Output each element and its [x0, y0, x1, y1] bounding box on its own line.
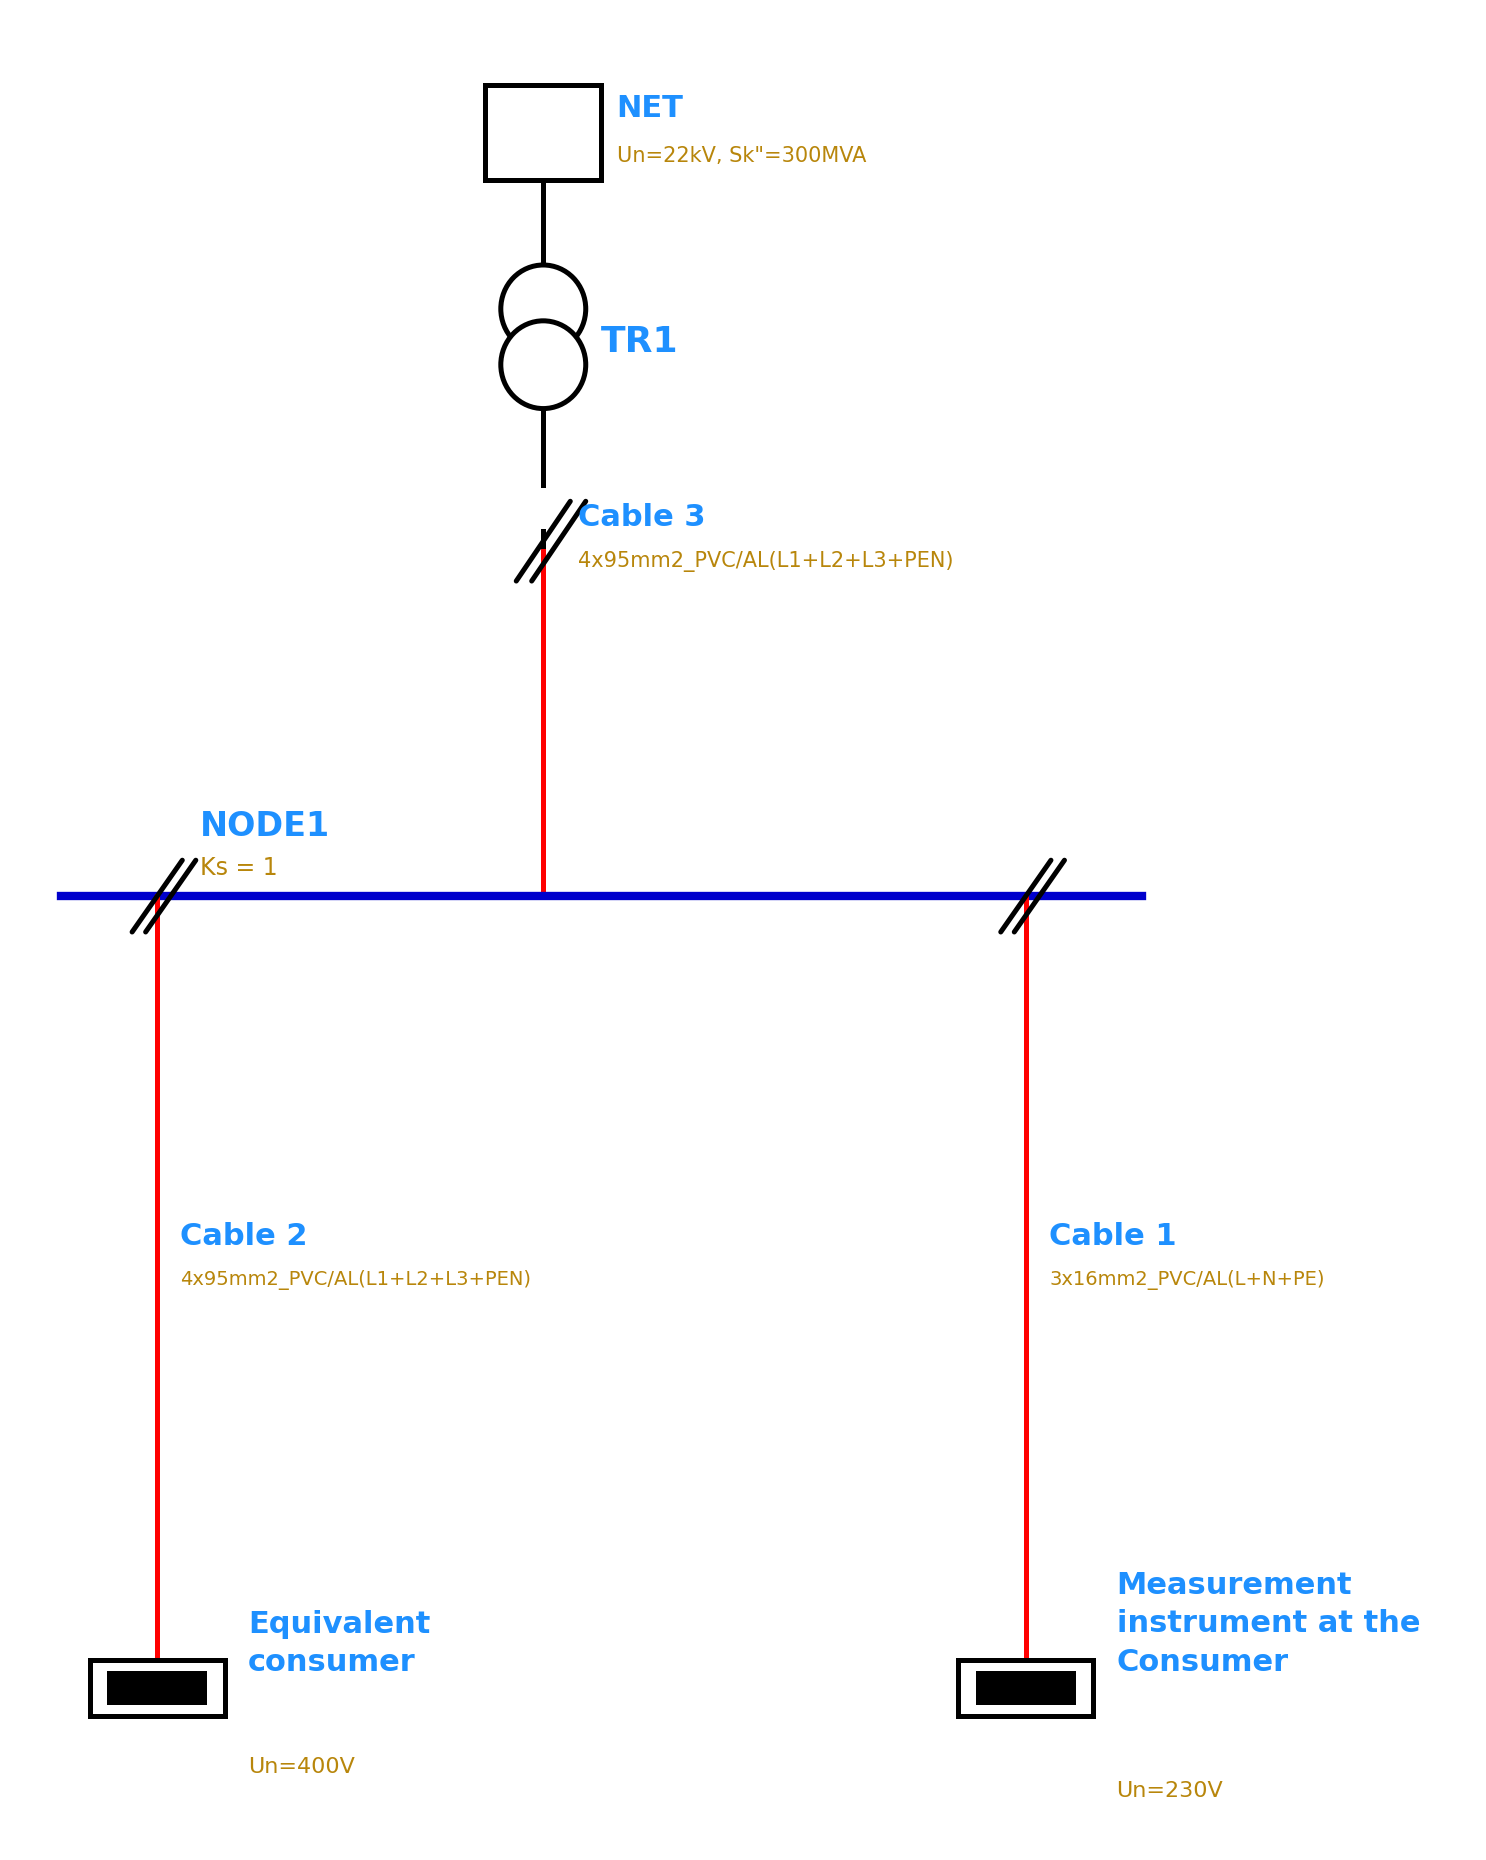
- Text: Equivalent
consumer: Equivalent consumer: [248, 1611, 431, 1678]
- Text: Cable 3: Cable 3: [578, 502, 706, 532]
- Text: Un=230V: Un=230V: [1116, 1782, 1223, 1802]
- Bar: [958, 1659, 1094, 1715]
- Text: Un=400V: Un=400V: [248, 1758, 355, 1778]
- Text: TR1: TR1: [602, 326, 679, 359]
- Bar: [976, 1670, 1076, 1704]
- Bar: [107, 1670, 208, 1704]
- Text: Cable 2: Cable 2: [180, 1222, 308, 1250]
- Text: Measurement
instrument at the
Consumer: Measurement instrument at the Consumer: [1116, 1572, 1421, 1676]
- Text: Un=22kV, Sk"=300MVA: Un=22kV, Sk"=300MVA: [617, 147, 866, 166]
- Text: 4x95mm2_PVC/AL(L1+L2+L3+PEN): 4x95mm2_PVC/AL(L1+L2+L3+PEN): [578, 551, 954, 571]
- Text: Ks = 1: Ks = 1: [199, 856, 278, 880]
- Ellipse shape: [501, 320, 585, 409]
- Text: Cable 1: Cable 1: [1049, 1222, 1177, 1250]
- Text: 4x95mm2_PVC/AL(L1+L2+L3+PEN): 4x95mm2_PVC/AL(L1+L2+L3+PEN): [180, 1270, 532, 1291]
- Text: NET: NET: [617, 95, 684, 123]
- Ellipse shape: [501, 264, 585, 353]
- Text: 3x16mm2_PVC/AL(L+N+PE): 3x16mm2_PVC/AL(L+N+PE): [1049, 1270, 1324, 1291]
- Text: NODE1: NODE1: [199, 809, 330, 843]
- Bar: [486, 84, 602, 180]
- Bar: [89, 1659, 224, 1715]
